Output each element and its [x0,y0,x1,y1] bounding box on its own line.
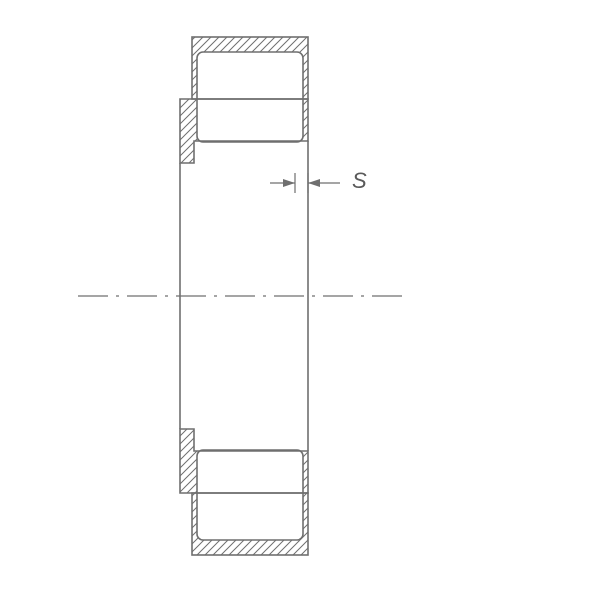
drawing-layer [0,0,600,600]
dimension-label-s: S [352,168,367,193]
bearing-section-diagram: S [0,0,600,600]
